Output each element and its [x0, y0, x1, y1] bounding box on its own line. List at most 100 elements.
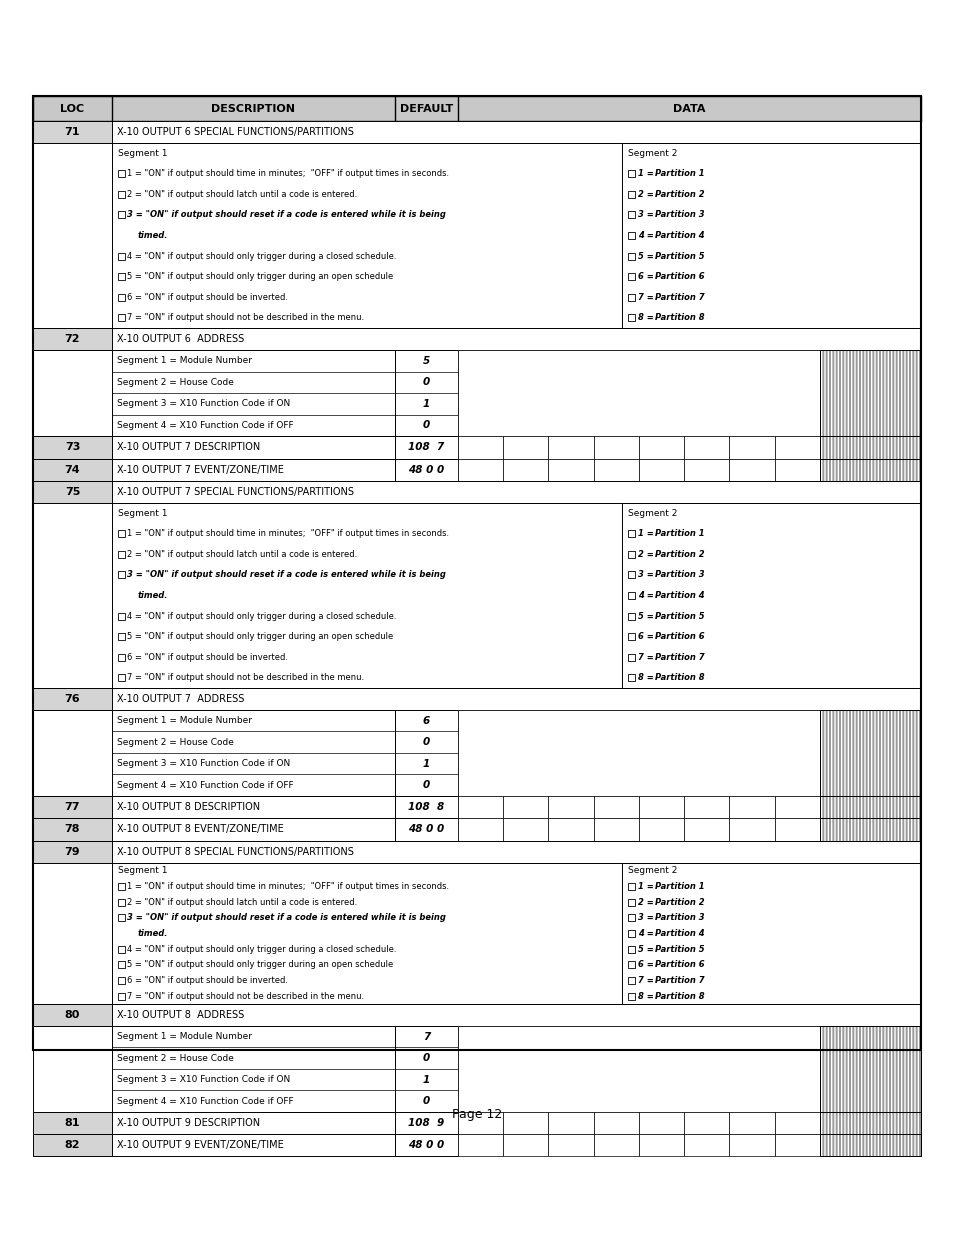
Bar: [395, 818, 457, 841]
Text: 5 = "ON" if output should only trigger during an open schedule: 5 = "ON" if output should only trigger d…: [127, 272, 393, 282]
Text: 6 = "ON" if output should be inverted.: 6 = "ON" if output should be inverted.: [127, 293, 288, 301]
Bar: [457, 1134, 503, 1156]
Bar: [457, 1026, 820, 1112]
Bar: [33, 436, 112, 459]
Text: 2 =: 2 =: [638, 898, 656, 906]
Text: 6 =: 6 =: [638, 272, 656, 282]
Bar: [118, 273, 125, 280]
Bar: [820, 459, 920, 480]
Text: 5 =: 5 =: [638, 252, 656, 261]
Bar: [627, 914, 635, 921]
Text: 77: 77: [65, 802, 80, 811]
Bar: [503, 459, 548, 480]
Bar: [729, 436, 774, 459]
Text: Segment 4 = X10 Function Code if OFF: Segment 4 = X10 Function Code if OFF: [117, 1097, 294, 1105]
Text: 76: 76: [65, 694, 80, 704]
Text: 7 = "ON" if output should not be described in the menu.: 7 = "ON" if output should not be describ…: [127, 314, 364, 322]
Bar: [820, 350, 920, 436]
Bar: [395, 797, 457, 818]
Bar: [593, 818, 639, 841]
Bar: [33, 96, 920, 1050]
Bar: [820, 818, 920, 841]
Text: 108  7: 108 7: [408, 442, 444, 452]
Bar: [820, 459, 920, 480]
Bar: [118, 883, 125, 890]
Bar: [627, 653, 635, 661]
Text: Partition 8: Partition 8: [655, 673, 704, 682]
Text: Partition 7: Partition 7: [655, 293, 704, 301]
Bar: [729, 1112, 774, 1134]
Bar: [33, 841, 112, 863]
Bar: [683, 818, 729, 841]
Bar: [118, 551, 125, 558]
Text: 0: 0: [422, 781, 430, 790]
Text: Segment 4 = X10 Function Code if OFF: Segment 4 = X10 Function Code if OFF: [117, 781, 294, 789]
Text: Segment 4 = X10 Function Code if OFF: Segment 4 = X10 Function Code if OFF: [117, 421, 294, 430]
Bar: [820, 797, 920, 818]
Text: DEFAULT: DEFAULT: [399, 104, 453, 114]
Text: X-10 OUTPUT 7 SPECIAL FUNCTIONS/PARTITIONS: X-10 OUTPUT 7 SPECIAL FUNCTIONS/PARTITIO…: [117, 487, 354, 496]
Text: DATA: DATA: [673, 104, 705, 114]
Text: Partition 1: Partition 1: [655, 169, 704, 178]
Text: 5: 5: [422, 356, 430, 366]
Bar: [820, 350, 920, 436]
Text: 1 =: 1 =: [638, 530, 656, 538]
Bar: [503, 436, 548, 459]
Text: 8 =: 8 =: [638, 314, 656, 322]
Text: X-10 OUTPUT 8 EVENT/ZONE/TIME: X-10 OUTPUT 8 EVENT/ZONE/TIME: [117, 825, 283, 835]
Text: 75: 75: [65, 487, 80, 496]
Text: Partition 2: Partition 2: [655, 898, 704, 906]
Text: 6 = "ON" if output should be inverted.: 6 = "ON" if output should be inverted.: [127, 976, 288, 986]
Text: 7 =: 7 =: [638, 293, 656, 301]
Bar: [457, 459, 503, 480]
Text: X-10 OUTPUT 8 SPECIAL FUNCTIONS/PARTITIONS: X-10 OUTPUT 8 SPECIAL FUNCTIONS/PARTITIO…: [117, 847, 354, 857]
Text: 3 = "ON" if output should reset if a code is entered while it is being: 3 = "ON" if output should reset if a cod…: [127, 210, 445, 220]
Bar: [627, 592, 635, 599]
Bar: [627, 294, 635, 300]
Bar: [729, 459, 774, 480]
Text: Partition 4: Partition 4: [655, 929, 704, 939]
Bar: [395, 710, 457, 797]
Bar: [639, 436, 683, 459]
Bar: [548, 818, 593, 841]
Bar: [118, 946, 125, 952]
Text: Partition 3: Partition 3: [655, 914, 704, 923]
Bar: [820, 1134, 920, 1156]
Text: Partition 8: Partition 8: [655, 314, 704, 322]
Bar: [33, 1026, 112, 1112]
Text: DESCRIPTION: DESCRIPTION: [212, 104, 295, 114]
Text: 4 =: 4 =: [638, 929, 656, 939]
Text: Segment 1: Segment 1: [118, 148, 168, 158]
Bar: [627, 170, 635, 178]
Bar: [395, 436, 457, 459]
Text: Partition 2: Partition 2: [655, 190, 704, 199]
Text: timed.: timed.: [138, 231, 168, 240]
Bar: [503, 818, 548, 841]
Text: Segment 2 = House Code: Segment 2 = House Code: [117, 737, 233, 747]
Text: Partition 5: Partition 5: [655, 611, 704, 620]
Bar: [33, 121, 112, 143]
Bar: [774, 1112, 820, 1134]
Text: Segment 2: Segment 2: [627, 148, 677, 158]
Bar: [593, 1134, 639, 1156]
Bar: [627, 634, 635, 640]
Text: X-10 OUTPUT 8 DESCRIPTION: X-10 OUTPUT 8 DESCRIPTION: [117, 802, 260, 811]
Text: Partition 1: Partition 1: [655, 882, 704, 890]
Bar: [820, 1026, 920, 1112]
Bar: [627, 191, 635, 198]
Bar: [627, 232, 635, 240]
Bar: [112, 863, 621, 1004]
Text: Segment 1 = Module Number: Segment 1 = Module Number: [117, 1032, 252, 1041]
Text: 4 = "ON" if output should only trigger during a closed schedule.: 4 = "ON" if output should only trigger d…: [127, 252, 396, 261]
Bar: [820, 1112, 920, 1134]
Text: 2 =: 2 =: [638, 550, 656, 559]
Text: Segment 2: Segment 2: [627, 866, 677, 876]
Bar: [774, 1134, 820, 1156]
Bar: [593, 436, 639, 459]
Text: LOC: LOC: [60, 104, 85, 114]
Bar: [118, 572, 125, 578]
Text: 3 = "ON" if output should reset if a code is entered while it is being: 3 = "ON" if output should reset if a cod…: [127, 914, 445, 923]
Text: X-10 OUTPUT 9 EVENT/ZONE/TIME: X-10 OUTPUT 9 EVENT/ZONE/TIME: [117, 1140, 283, 1150]
Text: 108  8: 108 8: [408, 802, 444, 811]
Text: Page 12: Page 12: [452, 1109, 501, 1121]
